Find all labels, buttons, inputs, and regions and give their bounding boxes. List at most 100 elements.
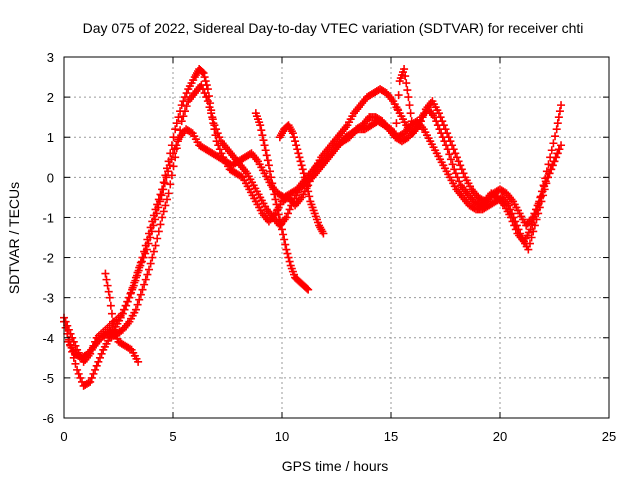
data-point-marker [102, 275, 111, 284]
data-point-marker [141, 275, 150, 284]
data-point-marker [554, 113, 563, 122]
data-point-marker [276, 220, 285, 229]
data-point-marker [454, 157, 463, 166]
data-point-marker [151, 241, 160, 250]
data-point-marker [394, 91, 403, 100]
data-point-marker [291, 137, 300, 146]
data-point-marker [270, 190, 279, 199]
data-point-marker [435, 125, 444, 134]
data-point-marker [437, 129, 446, 138]
data-point-marker [143, 270, 152, 279]
data-point-marker [177, 101, 186, 110]
data-point-marker [455, 177, 464, 186]
data-point-marker [452, 153, 461, 162]
data-point-marker [180, 107, 189, 116]
axis-ticks: 0 5 10 15 20 25 -6 -5 -4 -3 -2 -1 0 1 2 3 [42, 50, 616, 444]
data-point-marker [303, 182, 312, 191]
data-point-marker [170, 145, 179, 154]
data-point-marker [516, 229, 525, 238]
data-point-marker [281, 240, 290, 249]
data-point-marker [116, 313, 125, 322]
data-point-marker [200, 73, 209, 82]
data-point-marker [543, 173, 552, 182]
data-point-marker [123, 297, 132, 306]
data-point-marker [533, 201, 542, 210]
data-point-marker [237, 172, 246, 181]
data-point-marker [408, 125, 417, 134]
data-point-marker [177, 117, 186, 126]
x-tick-label: 25 [602, 429, 616, 444]
data-point-marker [125, 344, 134, 353]
x-tick-label: 0 [60, 429, 67, 444]
data-point-marker [167, 155, 176, 164]
data-point-marker [167, 171, 176, 180]
data-point-marker [263, 156, 272, 165]
data-point-marker [504, 201, 513, 210]
data-point-marker [393, 105, 402, 114]
data-point-marker [432, 117, 441, 126]
data-point-marker [528, 213, 537, 222]
data-point-marker [549, 157, 558, 166]
data-point-marker [198, 68, 207, 77]
data-point-marker [304, 187, 313, 196]
data-point-marker [524, 245, 533, 254]
data-point-marker [506, 205, 515, 214]
data-point-marker [551, 153, 560, 162]
data-point-marker [155, 197, 164, 206]
data-point-marker [256, 121, 265, 130]
data-point-marker [107, 309, 116, 318]
data-point-marker [213, 129, 222, 138]
x-tick-label: 5 [169, 429, 176, 444]
data-point-marker [173, 137, 182, 146]
data-point-marker [97, 349, 106, 358]
data-point-marker [402, 79, 411, 88]
data-point-marker [280, 235, 289, 244]
y-tick-label: 3 [47, 50, 54, 65]
data-point-marker [126, 289, 135, 298]
data-point-marker [555, 107, 564, 116]
data-point-marker [438, 133, 447, 142]
data-point-marker [529, 227, 538, 236]
data-point-marker [169, 162, 178, 171]
data-point-marker [163, 195, 172, 204]
data-point-marker [106, 301, 115, 310]
data-point-marker [283, 209, 292, 218]
data-point-marker [536, 192, 545, 201]
data-point-marker [71, 359, 80, 368]
series-segment-f [275, 121, 328, 238]
data-point-marker [174, 113, 183, 122]
data-point-marker [199, 69, 208, 78]
data-point-marker [269, 185, 278, 194]
data-point-marker [172, 141, 181, 150]
data-point-marker [128, 285, 137, 294]
data-point-marker [84, 378, 93, 387]
data-point-marker [215, 145, 224, 154]
data-point-marker [547, 146, 556, 155]
data-point-marker [105, 293, 114, 302]
data-point-marker [535, 197, 544, 206]
data-point-marker [430, 113, 439, 122]
data-point-marker [297, 161, 306, 170]
data-point-marker [138, 285, 147, 294]
data-point-marker [527, 233, 536, 242]
data-point-marker [282, 245, 291, 254]
series-segment-d [101, 269, 143, 366]
data-point-marker [164, 167, 173, 176]
data-point-marker [208, 115, 217, 124]
data-point-marker [153, 234, 162, 243]
y-tick-label: -2 [42, 251, 54, 266]
y-tick-label: 1 [47, 130, 54, 145]
data-point-marker [76, 373, 85, 382]
y-tick-label: -6 [42, 411, 54, 426]
data-point-marker [514, 225, 523, 234]
series-segment-e [251, 109, 313, 294]
y-tick-label: -1 [42, 210, 54, 225]
data-point-marker [73, 365, 82, 374]
plot-frame [63, 56, 610, 419]
data-point-marker [406, 109, 415, 118]
data-point-marker [171, 125, 180, 134]
data-point-marker [154, 203, 163, 212]
data-point-marker [91, 365, 100, 374]
data-point-marker [164, 189, 173, 198]
data-point-marker [292, 141, 301, 150]
